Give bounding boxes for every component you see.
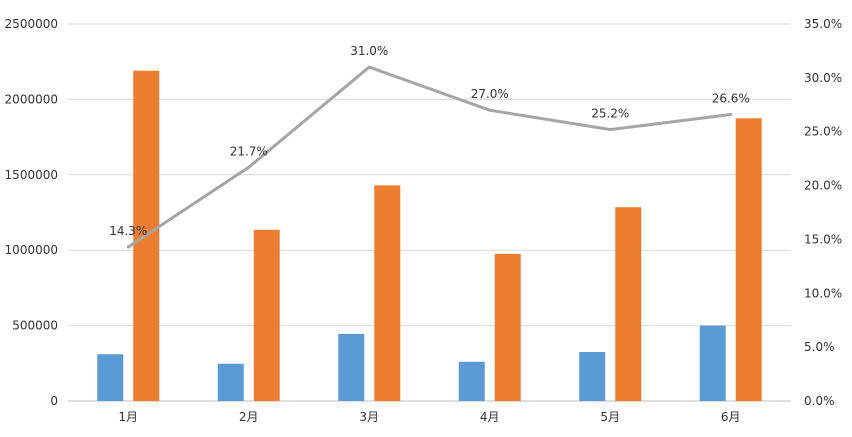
bar [458,361,485,401]
line-point [367,65,371,69]
right-tick-label: 25.0% [804,125,842,139]
bar-series [97,70,762,402]
bar [615,207,642,401]
right-tick-label: 35.0% [804,17,842,31]
right-tick-label: 10.0% [804,286,842,300]
line-point [247,165,251,169]
left-tick-label: 2000000 [5,92,58,106]
bar [97,354,124,401]
bar [494,253,521,401]
line-path [127,65,731,249]
right-tick-label: 30.0% [804,71,842,85]
bar [217,363,244,401]
line-series: 14.3% 21.7% 31.0% 27.0% 25.2% 26.6% [109,44,750,249]
right-tick-label: 0.0% [804,394,835,408]
bar [579,351,606,401]
x-axis: 1月 2月 3月 4月 5月 6月 [118,410,740,424]
right-y-axis: 0.0% 5.0% 10.0% 15.0% 20.0% 25.0% 30.0% 35.0% [804,17,842,408]
bar [374,185,401,401]
bar [735,118,762,401]
line-point [608,128,612,132]
x-tick-label: 6月 [721,410,741,424]
line-point [729,112,733,116]
left-tick-label: 1500000 [5,168,58,182]
bar [253,229,280,401]
right-tick-label: 15.0% [804,232,842,246]
left-y-axis: 0 500000 1000000 1500000 2000000 2500000 [5,17,58,408]
left-tick-label: 1000000 [5,243,58,257]
right-tick-label: 5.0% [804,340,835,354]
left-tick-label: 0 [50,394,58,408]
line-data-label: 31.0% [350,44,388,58]
line-data-label: 25.2% [591,107,629,121]
x-tick-label: 4月 [480,410,500,424]
bar [699,325,726,401]
line-data-label: 14.3% [109,224,147,238]
line-point [488,108,492,112]
line-data-label: 21.7% [230,144,268,158]
gridlines [68,23,791,402]
x-tick-label: 5月 [600,410,620,424]
right-tick-label: 20.0% [804,179,842,193]
x-tick-label: 3月 [359,410,379,424]
bar [338,333,365,401]
x-tick-label: 1月 [118,410,138,424]
line-point [126,245,130,249]
line-data-label: 26.6% [712,91,750,105]
line-data-label: 27.0% [471,87,509,101]
left-tick-label: 500000 [12,319,58,333]
left-tick-label: 2500000 [5,17,58,31]
x-tick-label: 2月 [239,410,259,424]
